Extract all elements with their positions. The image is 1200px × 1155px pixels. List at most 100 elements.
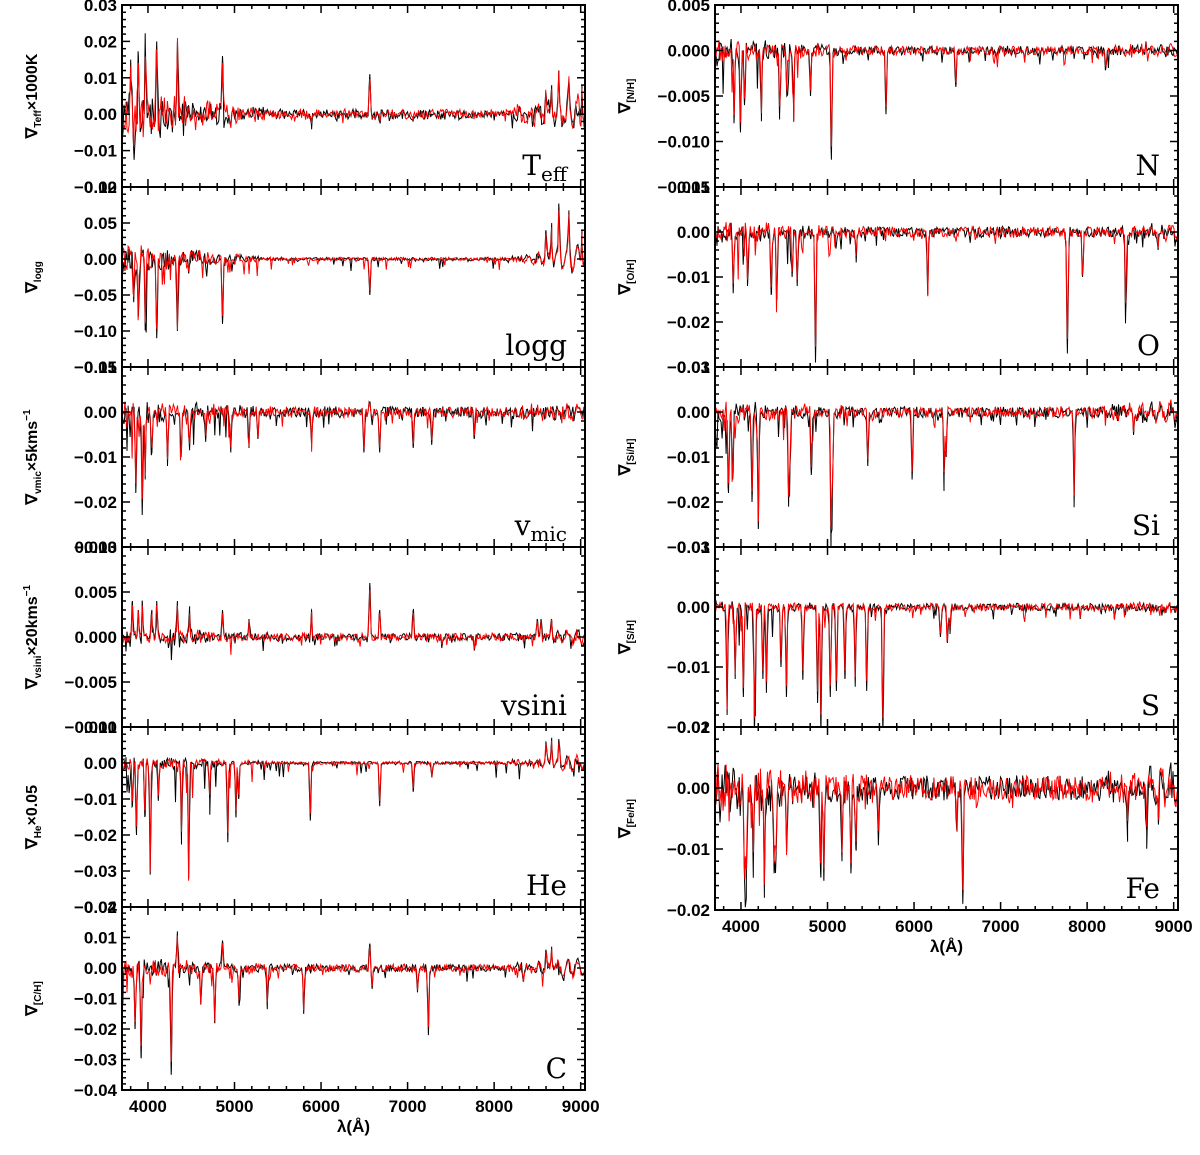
y-tick-label: 0.02 bbox=[84, 898, 117, 917]
y-axis-label: ∇[N/H] bbox=[617, 79, 637, 115]
y-tick-label: 0.05 bbox=[84, 214, 117, 233]
series-red-line bbox=[715, 600, 1178, 719]
y-tick-label: 0.00 bbox=[84, 754, 117, 773]
y-axis-label: ∇logg bbox=[24, 261, 44, 294]
plot-frame bbox=[714, 726, 1179, 911]
y-tick-label: −0.01 bbox=[74, 990, 117, 1009]
y-tick-label: −0.02 bbox=[667, 718, 710, 737]
y-tick-label: −0.05 bbox=[74, 286, 117, 305]
x-tick-label: 9000 bbox=[562, 1097, 600, 1116]
y-tick-label: −0.01 bbox=[74, 790, 117, 809]
panel-he: −0.04 −0.03 −0.02 −0.01 0.00 0.01 ∇He×0.05 He bbox=[24, 718, 586, 917]
y-tick-label: −0.02 bbox=[74, 178, 117, 197]
y-tick-label: 0.02 bbox=[84, 32, 117, 51]
plot-frame bbox=[121, 726, 586, 908]
y-tick-label: 0.01 bbox=[84, 69, 117, 88]
x-tick-label: 6000 bbox=[895, 917, 933, 936]
y-tick-label: −0.02 bbox=[74, 493, 117, 512]
y-axis-label: ∇[C/H] bbox=[24, 981, 44, 1017]
y-tick-label: −0.010 bbox=[658, 133, 710, 152]
y-tick-label: 0.005 bbox=[74, 583, 117, 602]
y-tick-label: −0.005 bbox=[658, 87, 710, 106]
panel-fe: −0.02 −0.01 0.00 0.01 4000 5000 6000 7000 8000 90… bbox=[617, 718, 1193, 956]
y-tick-label: −0.03 bbox=[74, 1051, 117, 1070]
series-black-line bbox=[122, 400, 585, 516]
x-tick-label: 5000 bbox=[809, 917, 847, 936]
y-tick-label: −0.04 bbox=[74, 1081, 118, 1100]
y-tick-label: −0.01 bbox=[667, 658, 710, 677]
x-axis-label: λ(Å) bbox=[337, 1117, 370, 1136]
series-black-line bbox=[122, 582, 585, 661]
panel-vsini: −0.010 −0.005 0.000 0.005 0.010 ∇vsini×20kms−… bbox=[22, 538, 586, 737]
y-tick-label: 0.01 bbox=[84, 929, 117, 948]
panel-tag: Teff bbox=[522, 149, 569, 186]
y-axis-label: ∇[O/H] bbox=[617, 259, 637, 295]
series-red-line bbox=[715, 764, 1178, 891]
series-red-line bbox=[122, 401, 585, 500]
panel-c: −0.04 −0.03 −0.02 −0.01 0.00 0.01 0.02 4000 5000… bbox=[24, 898, 600, 1136]
y-axis-label: ∇Teff×1000K bbox=[24, 53, 44, 139]
y-tick-label: 0.03 bbox=[84, 0, 117, 15]
y-tick-label: −0.01 bbox=[667, 448, 710, 467]
y-tick-label: 0.00 bbox=[84, 250, 117, 269]
plot-frame bbox=[121, 4, 586, 188]
y-tick-label: −0.02 bbox=[667, 901, 710, 920]
series-red-line bbox=[122, 740, 585, 881]
y-tick-label: −0.04 bbox=[74, 898, 118, 917]
y-tick-label: −0.02 bbox=[74, 826, 117, 845]
x-tick-label: 4000 bbox=[722, 917, 760, 936]
panel-tag: C bbox=[546, 1052, 567, 1085]
y-axis-label: ∇vsini×20kms−1 bbox=[22, 585, 44, 691]
panel-si: −0.03 −0.02 −0.01 0.00 0.01 ∇[Si/H] Si bbox=[617, 358, 1179, 557]
y-tick-label: 0.00 bbox=[677, 223, 710, 242]
series-black-line bbox=[715, 222, 1178, 363]
panel-tag: S bbox=[1141, 689, 1160, 722]
panel-o: −0.03 −0.02 −0.01 0.00 0.01 ∇[O/H] O bbox=[617, 178, 1179, 377]
x-tick-label: 5000 bbox=[216, 1097, 254, 1116]
y-tick-label: −0.01 bbox=[74, 142, 117, 161]
series-black-line bbox=[122, 33, 585, 160]
y-tick-label: 0.01 bbox=[84, 718, 117, 737]
panel-teff: −0.02 −0.01 0.00 0.01 0.02 0.03 ∇Teff×1000K Tef… bbox=[24, 0, 586, 197]
x-tick-label: 8000 bbox=[1068, 917, 1106, 936]
y-axis-label: ∇[Si/H] bbox=[617, 439, 637, 477]
x-axis-label: λ(Å) bbox=[930, 937, 963, 956]
series-black-line bbox=[122, 203, 585, 339]
y-tick-label: −0.01 bbox=[74, 448, 117, 467]
panel-tag: He bbox=[526, 869, 567, 902]
series-red-line bbox=[122, 589, 585, 655]
series-red-line bbox=[122, 210, 585, 330]
panel-logg: −0.15 −0.10 −0.05 0.00 0.05 0.10 ∇logg logg bbox=[24, 178, 586, 377]
x-tick-label: 6000 bbox=[302, 1097, 340, 1116]
y-tick-label: −0.03 bbox=[74, 538, 117, 557]
y-axis-label: ∇[Fe/H] bbox=[617, 799, 637, 839]
panel-tag: vmic bbox=[514, 509, 567, 546]
y-tick-label: 0.00 bbox=[84, 959, 117, 978]
y-tick-label: −0.02 bbox=[667, 493, 710, 512]
y-tick-label: −0.10 bbox=[74, 322, 117, 341]
y-tick-label: 0.000 bbox=[667, 42, 710, 61]
panel-tag: N bbox=[1136, 149, 1161, 182]
series-red-line bbox=[715, 399, 1178, 527]
y-tick-label: 0.00 bbox=[84, 403, 117, 422]
plot-frame bbox=[121, 906, 586, 1091]
panel-n: −0.015 −0.010 −0.005 0.000 0.005 ∇[N/H] N bbox=[617, 0, 1179, 197]
panel-tag: logg bbox=[505, 329, 567, 362]
x-tick-label: 9000 bbox=[1155, 917, 1193, 936]
y-tick-label: 0.00 bbox=[84, 105, 117, 124]
y-axis-label: ∇He×0.05 bbox=[24, 785, 44, 850]
series-black-line bbox=[122, 737, 585, 879]
y-tick-label: 0.00 bbox=[677, 779, 710, 798]
y-tick-label: −0.03 bbox=[667, 358, 710, 377]
series-red-line bbox=[715, 40, 1178, 147]
y-tick-label: 0.01 bbox=[677, 718, 710, 737]
series-red-line bbox=[122, 37, 585, 147]
y-tick-label: −0.010 bbox=[65, 718, 117, 737]
y-tick-label: −0.02 bbox=[667, 313, 710, 332]
panel-tag: O bbox=[1137, 329, 1160, 362]
panel-vmic: −0.03 −0.02 −0.01 0.00 0.01 ∇vmic×5kms−1 vmic bbox=[22, 358, 586, 557]
plot-frame bbox=[714, 4, 1179, 188]
y-tick-label: 0.01 bbox=[677, 358, 710, 377]
y-tick-label: 0.00 bbox=[677, 598, 710, 617]
y-tick-label: −0.15 bbox=[74, 358, 117, 377]
